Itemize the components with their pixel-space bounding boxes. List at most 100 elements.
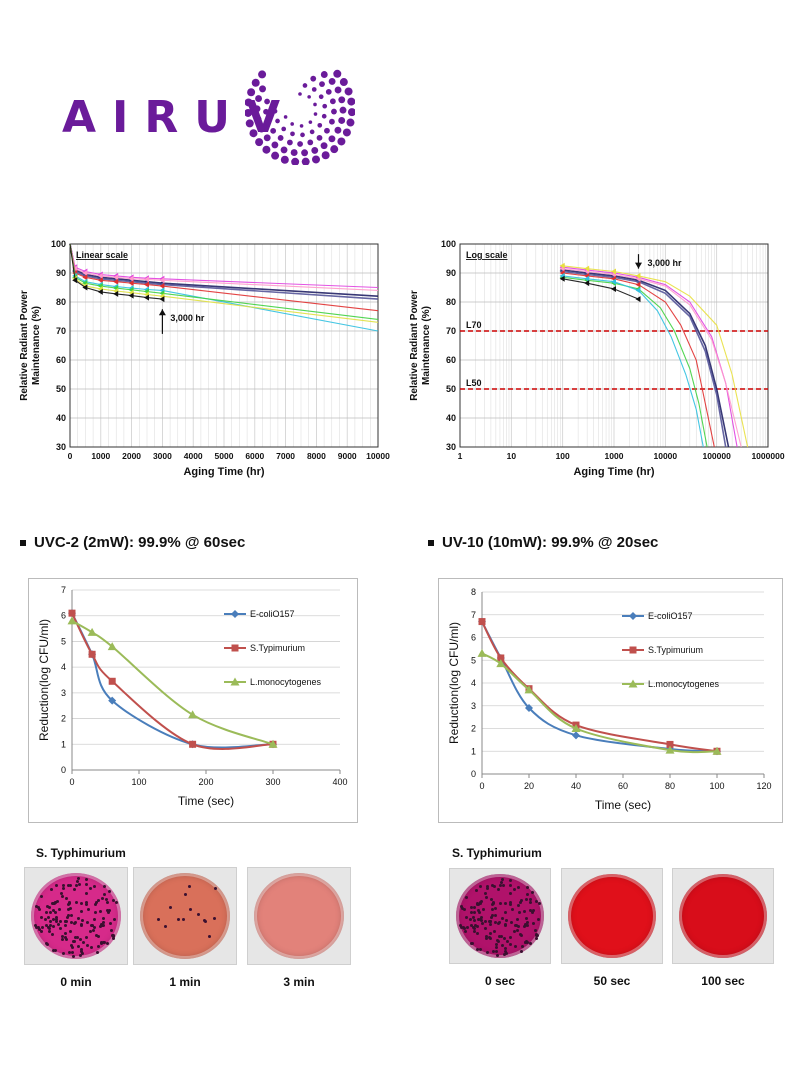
uvc2-heading-text: UVC-2 (2mW): 99.9% @ 60sec [34, 534, 246, 551]
colony-dot [479, 916, 483, 920]
colony-dot [51, 948, 55, 952]
colony-dot [526, 940, 530, 944]
reference-line-label: L70 [466, 320, 482, 330]
x-tick-label: 6000 [245, 451, 264, 461]
colony-dot [523, 940, 527, 944]
colony-dot [108, 921, 112, 925]
colony-dot [479, 917, 483, 921]
colony-dot [47, 915, 51, 919]
colony-dot [84, 883, 88, 887]
logo-dot [333, 69, 342, 78]
y-tick-label: 60 [56, 355, 66, 365]
plate-time-label: 100 sec [701, 974, 745, 988]
series-marker [584, 275, 590, 282]
series-marker [525, 704, 533, 713]
logo-dot [271, 151, 280, 160]
plate-time-label: 0 min [60, 975, 92, 989]
logo-dot [321, 151, 330, 160]
legend-label: S.Typimurium [250, 643, 305, 653]
colony-dot [55, 919, 59, 923]
colony-dot [503, 901, 507, 905]
colony-dot [69, 906, 73, 910]
colony-dot [74, 935, 78, 939]
colony-dot [478, 948, 482, 952]
x-tick-label: 80 [665, 781, 675, 791]
colony-dot [531, 908, 535, 912]
colony-dot [48, 926, 52, 930]
colony-dot [96, 951, 100, 955]
colony-dot [70, 943, 74, 947]
colony-dot [501, 884, 505, 888]
colony-dot [102, 923, 106, 927]
logo-dot [247, 88, 256, 97]
colony-dot [479, 884, 483, 888]
colony-dot [496, 888, 500, 892]
colony-dot [483, 926, 487, 930]
colony-dot [61, 886, 65, 890]
plot-frame [459, 243, 769, 448]
colony-dot [495, 954, 499, 958]
x-tick-label: 1000000 [751, 451, 784, 461]
colony-dot [459, 905, 463, 908]
x-tick-label: 1000 [605, 451, 624, 461]
colony-dot [92, 925, 96, 929]
colony-dot [64, 923, 68, 927]
legend-label: L.monocytogenes [648, 679, 720, 689]
colony-dot [113, 917, 117, 921]
x-axis-label: Time (sec) [178, 794, 234, 808]
x-tick-label: 10000 [654, 451, 678, 461]
colony-dot [475, 932, 479, 936]
y-axis-label: Reduction(log CFU/ml) [37, 619, 51, 741]
y-axis-label-line: Relative Radiant Power [409, 290, 420, 401]
y-axis-label-line: Maintenance (%) [421, 306, 432, 385]
colony-dot [493, 906, 497, 910]
colony-dot [35, 904, 39, 908]
colony-dot [100, 923, 104, 927]
colony-dot [476, 925, 479, 929]
colony-dot [488, 923, 492, 927]
series-line [71, 619, 274, 746]
colony-dot [516, 925, 520, 929]
petri-dish-image [449, 868, 551, 964]
colony-dot [501, 944, 505, 948]
colony-dot [105, 897, 109, 901]
x-tick-label: 8000 [307, 451, 326, 461]
series-marker [559, 275, 565, 282]
colony-dot [494, 945, 498, 949]
colony-dot [487, 935, 491, 939]
legend-marker [629, 612, 637, 620]
logo-dot [307, 139, 314, 146]
series-line [562, 269, 730, 448]
colony-dot [472, 926, 476, 930]
logo-dot [310, 75, 317, 82]
logo-dot [283, 115, 288, 119]
colony-dot [99, 925, 103, 929]
colony-dot [99, 909, 103, 913]
colony-dot [75, 901, 79, 905]
logo-dot [337, 137, 346, 146]
arrow-label: 3,000 hr [647, 258, 682, 268]
logo-dot [331, 108, 337, 115]
colony-dot [203, 919, 207, 923]
logo-dot [291, 157, 300, 165]
legend-label: L.monocytogenes [250, 677, 322, 687]
colony-dot [69, 913, 73, 917]
logo-dot [344, 87, 353, 96]
colony-dot [513, 887, 516, 891]
colony-dot [95, 900, 99, 904]
logo-dot [259, 85, 266, 93]
legend-marker [629, 646, 637, 654]
y-tick-label: 30 [56, 442, 66, 452]
colony-dot [516, 918, 520, 922]
series-marker [635, 287, 641, 294]
logo-dot [328, 135, 336, 143]
series-marker [635, 281, 641, 288]
series-line [562, 272, 715, 448]
logo-dot [321, 113, 327, 119]
petri-dish-agar [679, 874, 767, 958]
colony-dot [472, 905, 476, 909]
x-tick-label: 0 [69, 777, 74, 787]
arrow-label: 3,000 hr [170, 313, 205, 323]
colony-dot [77, 945, 81, 949]
colony-dot [518, 933, 522, 937]
